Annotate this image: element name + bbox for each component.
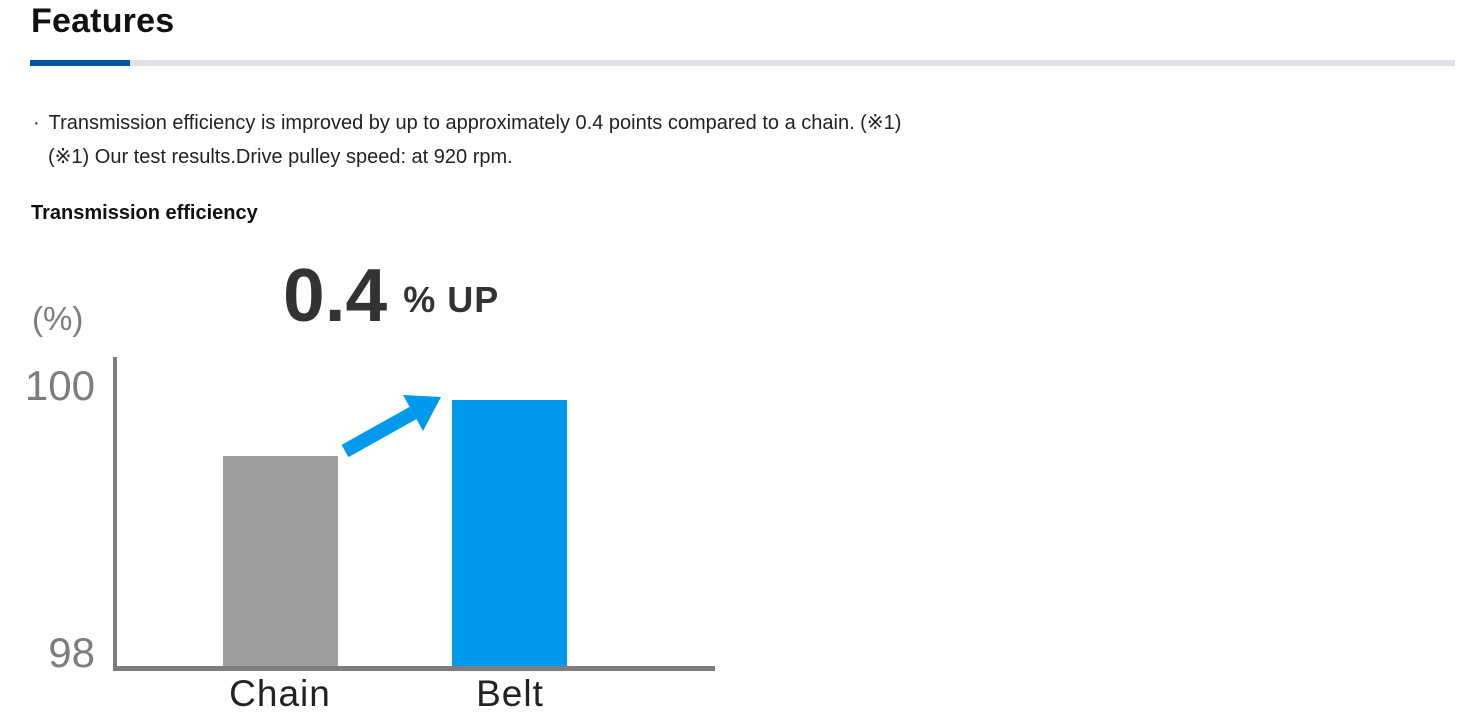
- transmission-efficiency-chart: 0.4 % UP (%) 100 98 Chain Belt: [24, 258, 715, 714]
- belt-bar: [452, 400, 567, 666]
- x-label-belt: Belt: [476, 673, 544, 714]
- bullet-dot: ·: [33, 112, 40, 134]
- y-axis-line: [113, 357, 117, 671]
- feature-text: Transmission efficiency is improved by u…: [48, 112, 902, 134]
- increase-arrow-icon: [341, 395, 441, 458]
- y-tick-98: 98: [48, 629, 95, 676]
- chain-bar: [223, 456, 338, 666]
- feature-bullet-line: · Transmission efficiency is improved by …: [33, 110, 901, 136]
- annotation-value: 0.4: [283, 253, 388, 337]
- chart-annotation: 0.4 % UP: [283, 258, 499, 333]
- heading-divider-accent: [30, 60, 130, 66]
- y-tick-100: 100: [24, 362, 95, 409]
- annotation-suffix: % UP: [403, 279, 500, 320]
- y-axis-unit-label: (%): [32, 300, 84, 337]
- x-label-chain: Chain: [229, 673, 331, 714]
- chart-title: Transmission efficiency: [31, 202, 258, 224]
- feature-footnote: (※1) Our test results.Drive pulley speed…: [48, 146, 513, 168]
- page-title: Features: [31, 2, 175, 40]
- x-axis-line: [113, 666, 715, 671]
- heading-divider: [30, 60, 1455, 66]
